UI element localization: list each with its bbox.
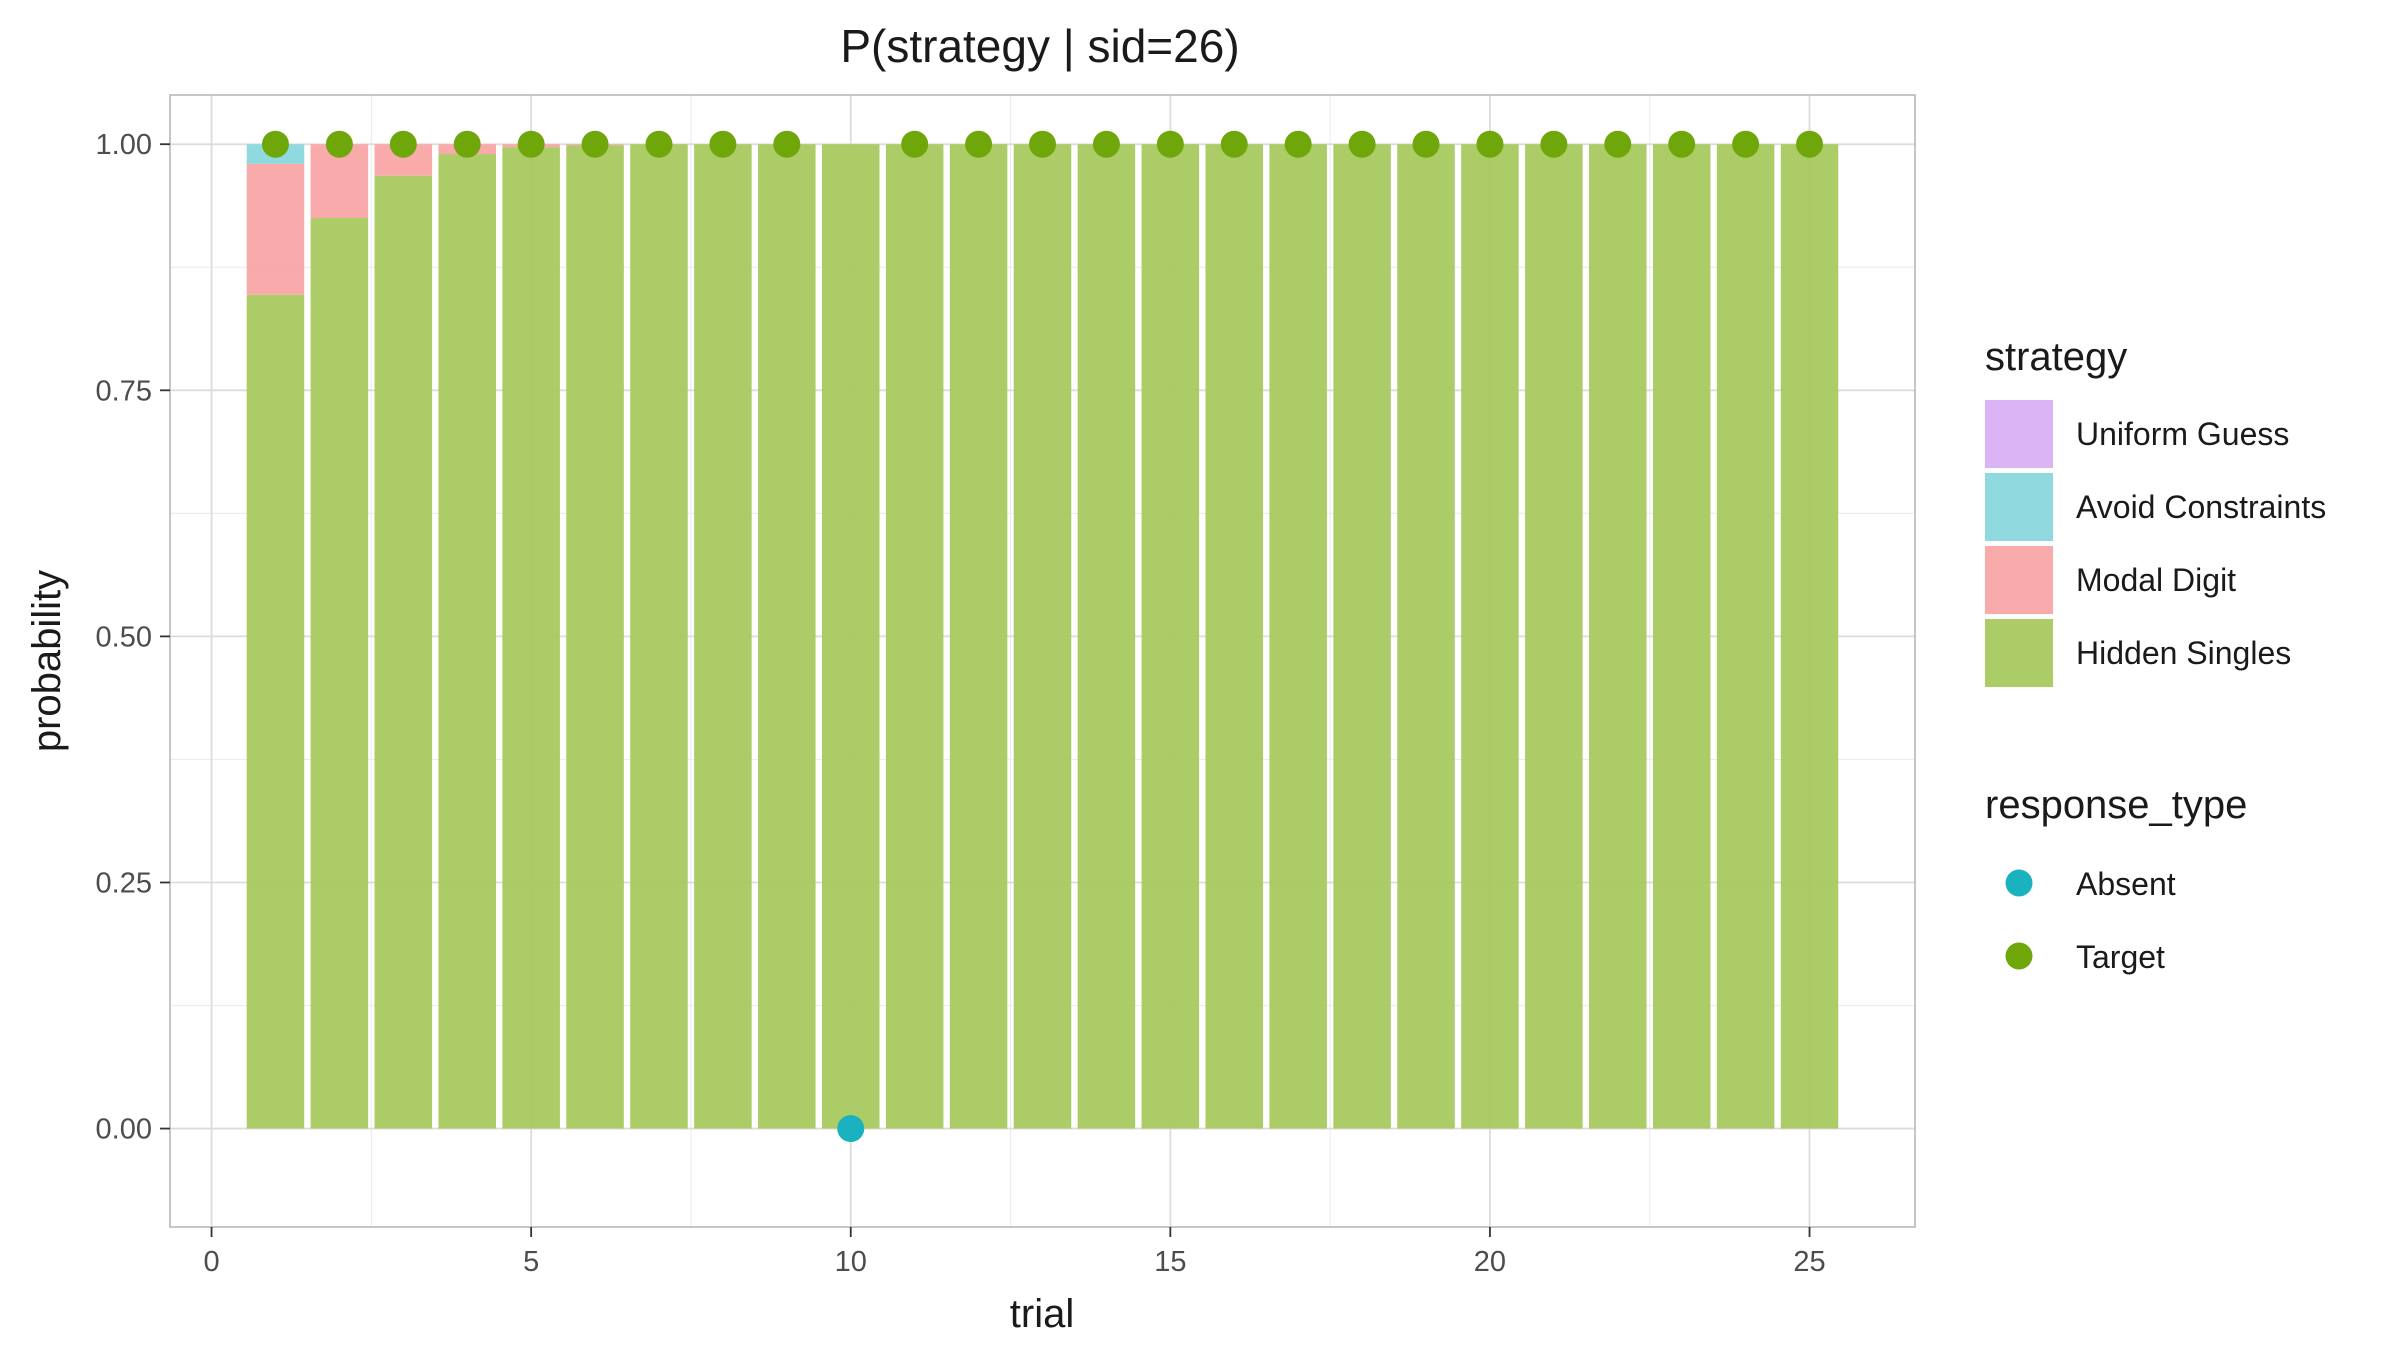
legend-key-target	[2005, 942, 2033, 970]
x-tick-label: 20	[1474, 1246, 1506, 1278]
point-target	[1156, 130, 1184, 158]
legend-key-avoid-constraints	[1985, 473, 2053, 541]
x-axis: 0 5 10 15 20 25	[203, 1227, 1826, 1278]
bar-segment-hidden-singles	[1077, 144, 1136, 1129]
point-target	[645, 130, 673, 158]
legend-key-modal-digit	[1985, 546, 2053, 614]
y-axis: 0.00 0.25 0.50 0.75 1.00	[96, 129, 170, 1146]
bar-segment-hidden-singles	[246, 294, 305, 1129]
bar-segment-hidden-singles	[1269, 144, 1327, 1129]
bar-segment-modal-digit	[246, 163, 305, 295]
point-target	[581, 130, 609, 158]
bar-segment-hidden-singles	[694, 144, 752, 1129]
point-target	[709, 130, 737, 158]
legend-label: Hidden Singles	[2076, 635, 2291, 671]
point-target	[773, 130, 801, 158]
point-absent	[837, 1115, 865, 1143]
y-axis-title: probability	[25, 570, 69, 752]
bar-segment-hidden-singles	[1652, 144, 1711, 1129]
bars	[246, 144, 1839, 1129]
response-type-legend-title: response_type	[1985, 783, 2247, 827]
bar-segment-hidden-singles	[1013, 144, 1072, 1129]
bar-segment-hidden-singles	[1397, 144, 1455, 1129]
point-target	[325, 130, 353, 158]
point-target	[1220, 130, 1248, 158]
bar-segment-hidden-singles	[438, 154, 496, 1129]
response-type-legend: response_type Absent Target	[1985, 783, 2247, 975]
legend-key-hidden-singles	[1985, 619, 2053, 687]
bar-segment-hidden-singles	[1333, 144, 1391, 1129]
bar-segment-hidden-singles	[374, 175, 433, 1129]
point-target	[901, 130, 929, 158]
bar-segment-hidden-singles	[310, 218, 369, 1129]
x-tick-label: 5	[523, 1246, 539, 1278]
y-tick-label: 0.00	[96, 1114, 152, 1146]
y-tick-label: 0.50	[96, 621, 152, 653]
bar-segment-hidden-singles	[949, 144, 1008, 1129]
plot-border	[169, 94, 1916, 1228]
legend-label: Uniform Guess	[2076, 416, 2289, 452]
y-tick-label: 0.75	[96, 375, 152, 407]
point-target	[1029, 130, 1056, 158]
legend-label: Avoid Constraints	[2076, 489, 2326, 525]
bar-segment-hidden-singles	[758, 144, 816, 1129]
bar-segment-hidden-singles	[1525, 144, 1583, 1129]
x-axis-title: trial	[1010, 1292, 1074, 1336]
point-target	[1668, 130, 1696, 158]
points	[261, 130, 1824, 1143]
bar-segment-hidden-singles	[1461, 144, 1519, 1129]
legend-label: Target	[2076, 939, 2165, 975]
bar-segment-hidden-singles	[1205, 144, 1264, 1129]
point-target	[453, 130, 481, 158]
point-target	[1412, 130, 1440, 158]
point-target	[389, 130, 417, 158]
legend-label: Modal Digit	[2076, 562, 2236, 598]
bar-segment-hidden-singles	[885, 144, 944, 1129]
bar-segment-hidden-singles	[1780, 144, 1839, 1129]
point-target	[1732, 130, 1760, 158]
x-tick-label: 10	[835, 1246, 867, 1278]
bar-segment-hidden-singles	[630, 144, 688, 1129]
strategy-legend-title: strategy	[1985, 335, 2127, 379]
plot-area	[169, 94, 1916, 1228]
point-target	[1092, 130, 1120, 158]
point-target	[1796, 130, 1824, 158]
chart-title: P(strategy | sid=26)	[840, 20, 1239, 72]
bar-segment-hidden-singles	[1141, 144, 1200, 1129]
point-target	[1348, 130, 1376, 158]
x-tick-label: 15	[1154, 1246, 1186, 1278]
bar-segment-hidden-singles	[1589, 144, 1647, 1129]
bar-segment-hidden-singles	[821, 144, 880, 1129]
legend-label: Absent	[2076, 866, 2176, 902]
strategy-legend: strategy Uniform Guess Avoid Constraints M…	[1985, 335, 2326, 687]
point-target	[517, 130, 545, 158]
point-target	[1604, 130, 1632, 158]
legend-key-uniform-guess	[1985, 400, 2053, 468]
point-target	[1476, 130, 1504, 158]
point-target	[261, 130, 289, 158]
bar-segment-hidden-singles	[502, 147, 560, 1129]
point-target	[1540, 130, 1568, 158]
y-tick-label: 0.25	[96, 867, 152, 899]
x-tick-label: 0	[203, 1246, 219, 1278]
bar-segment-hidden-singles	[1716, 144, 1775, 1129]
y-tick-label: 1.00	[96, 129, 152, 161]
point-target	[965, 130, 993, 158]
legend-key-absent	[2005, 869, 2033, 897]
bar-segment-hidden-singles	[566, 145, 624, 1129]
point-target	[1284, 130, 1312, 158]
x-tick-label: 25	[1793, 1246, 1825, 1278]
